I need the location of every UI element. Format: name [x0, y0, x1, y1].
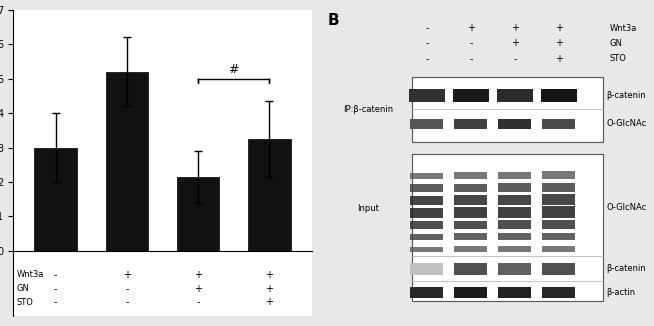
Text: +: +	[265, 284, 273, 294]
FancyBboxPatch shape	[410, 263, 443, 275]
FancyBboxPatch shape	[455, 196, 487, 205]
FancyBboxPatch shape	[409, 89, 445, 102]
FancyBboxPatch shape	[542, 171, 575, 179]
FancyBboxPatch shape	[542, 263, 575, 275]
FancyBboxPatch shape	[542, 183, 575, 192]
Text: O-GlcNAc: O-GlcNAc	[606, 119, 647, 128]
Text: -: -	[426, 38, 429, 49]
Text: β-catenin: β-catenin	[606, 264, 646, 273]
FancyBboxPatch shape	[455, 263, 487, 275]
FancyBboxPatch shape	[455, 172, 487, 179]
Text: #: #	[228, 63, 239, 76]
FancyBboxPatch shape	[542, 220, 575, 229]
Text: GN: GN	[610, 39, 623, 48]
FancyBboxPatch shape	[498, 195, 531, 205]
Text: -: -	[513, 54, 517, 64]
Text: STO: STO	[610, 54, 627, 63]
Text: -: -	[470, 54, 473, 64]
FancyBboxPatch shape	[542, 206, 575, 218]
FancyBboxPatch shape	[412, 77, 603, 141]
FancyBboxPatch shape	[410, 234, 443, 240]
Text: -: -	[196, 297, 200, 307]
FancyBboxPatch shape	[412, 154, 603, 301]
Text: +: +	[555, 23, 563, 33]
Bar	[248, 139, 290, 251]
FancyBboxPatch shape	[410, 247, 443, 252]
FancyBboxPatch shape	[542, 194, 575, 205]
FancyBboxPatch shape	[410, 221, 443, 229]
FancyBboxPatch shape	[498, 172, 531, 179]
FancyBboxPatch shape	[410, 208, 443, 218]
Bar	[177, 177, 219, 251]
Text: -: -	[470, 38, 473, 49]
Text: O-GlcNAc: O-GlcNAc	[606, 203, 647, 212]
Text: -: -	[426, 54, 429, 64]
FancyBboxPatch shape	[455, 233, 487, 240]
Text: STO: STO	[16, 298, 33, 307]
FancyBboxPatch shape	[498, 233, 531, 240]
FancyBboxPatch shape	[542, 119, 575, 128]
FancyBboxPatch shape	[455, 119, 487, 128]
FancyBboxPatch shape	[542, 246, 575, 252]
FancyBboxPatch shape	[410, 119, 443, 128]
Text: B: B	[327, 13, 339, 28]
Text: -: -	[125, 297, 129, 307]
FancyBboxPatch shape	[498, 206, 531, 218]
Text: +: +	[194, 270, 202, 280]
Text: β-catenin: β-catenin	[606, 91, 646, 100]
Text: Wnt3a: Wnt3a	[610, 24, 637, 33]
FancyBboxPatch shape	[498, 119, 531, 128]
Text: +: +	[468, 23, 475, 33]
Text: +: +	[511, 38, 519, 49]
FancyBboxPatch shape	[498, 220, 531, 229]
Text: +: +	[265, 270, 273, 280]
Text: -: -	[54, 270, 58, 280]
Text: GN: GN	[16, 284, 29, 293]
Text: Wnt3a: Wnt3a	[16, 270, 44, 279]
FancyBboxPatch shape	[410, 184, 443, 192]
Text: +: +	[511, 23, 519, 33]
FancyBboxPatch shape	[455, 207, 487, 218]
Text: -: -	[125, 284, 129, 294]
FancyBboxPatch shape	[453, 89, 489, 102]
FancyBboxPatch shape	[496, 89, 532, 102]
Text: -: -	[426, 23, 429, 33]
FancyBboxPatch shape	[410, 287, 443, 298]
Bar	[35, 147, 77, 251]
FancyBboxPatch shape	[410, 196, 443, 205]
Text: +: +	[265, 297, 273, 307]
FancyBboxPatch shape	[542, 287, 575, 298]
Bar	[105, 72, 148, 251]
Text: +: +	[123, 270, 131, 280]
FancyBboxPatch shape	[498, 184, 531, 192]
Text: IP:β-catenin: IP:β-catenin	[343, 105, 393, 114]
Text: +: +	[555, 54, 563, 64]
FancyBboxPatch shape	[455, 184, 487, 192]
Text: -: -	[54, 284, 58, 294]
FancyBboxPatch shape	[455, 221, 487, 229]
FancyBboxPatch shape	[498, 246, 531, 252]
Text: -: -	[54, 297, 58, 307]
FancyBboxPatch shape	[540, 89, 577, 102]
FancyBboxPatch shape	[498, 263, 531, 275]
Text: +: +	[555, 38, 563, 49]
Text: +: +	[194, 284, 202, 294]
FancyBboxPatch shape	[410, 172, 443, 179]
Text: Input: Input	[357, 204, 379, 214]
FancyBboxPatch shape	[455, 246, 487, 252]
FancyBboxPatch shape	[455, 287, 487, 298]
FancyBboxPatch shape	[542, 233, 575, 240]
FancyBboxPatch shape	[498, 287, 531, 298]
Text: β-actin: β-actin	[606, 288, 636, 297]
